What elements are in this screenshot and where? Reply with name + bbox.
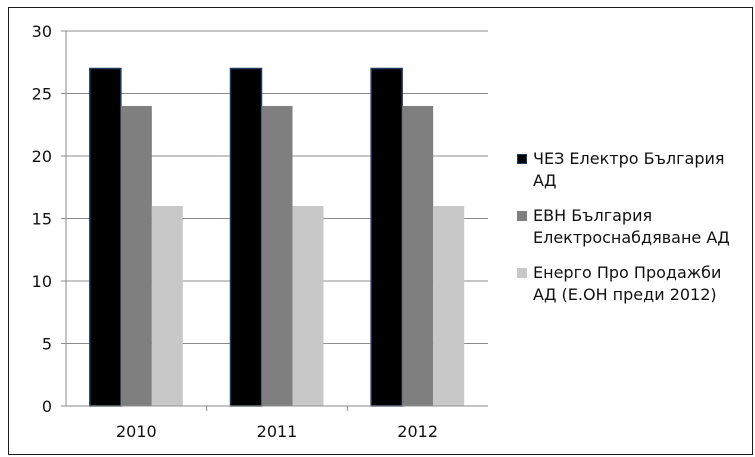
tick-labels: 0 5 10 15 20 25 30 2010 2011 2012 <box>32 22 438 441</box>
legend-item-energo-pro: Енерго Про Продажби АД (Е.ОН преди 2012) <box>517 262 747 306</box>
legend-item-cez: ЧЕЗ Електро България АД <box>517 148 747 192</box>
x-tick-label: 2011 <box>257 422 298 441</box>
bar-cez-2012 <box>370 67 403 407</box>
y-tick-label: 20 <box>32 147 52 166</box>
legend-label: ЕВН България Електроснабдяване АД <box>533 205 730 249</box>
legend-label: ЧЕЗ Електро България АД <box>533 148 725 192</box>
y-tick-label: 5 <box>42 335 52 354</box>
legend-label-line: АД (Е.ОН преди 2012) <box>533 285 717 304</box>
legend: ЧЕЗ Електро България АД ЕВН България Еле… <box>517 148 747 319</box>
legend-swatch <box>517 211 527 221</box>
bar-cez-2011 <box>229 67 263 407</box>
y-tick-label: 25 <box>32 85 52 104</box>
x-tick-label: 2010 <box>116 422 157 441</box>
y-tick-label: 0 <box>42 397 52 416</box>
bars <box>89 67 465 407</box>
bar-evn-2010 <box>120 106 152 406</box>
axes <box>61 30 488 411</box>
y-tick-label: 10 <box>32 272 52 291</box>
bar-energo-pro-2011 <box>292 206 324 406</box>
legend-swatch <box>517 268 527 278</box>
bar-evn-2012 <box>402 106 434 406</box>
legend-item-evn: ЕВН България Електроснабдяване АД <box>517 205 747 249</box>
y-tick-label: 30 <box>32 22 52 41</box>
bar-cez-2010 <box>89 67 122 407</box>
legend-label-line: ЧЕЗ Електро България <box>533 149 725 168</box>
bar-evn-2011 <box>261 106 293 406</box>
legend-label-line: Електроснабдяване АД <box>533 228 730 247</box>
y-tick-label: 15 <box>32 210 52 229</box>
bar-energo-pro-2012 <box>433 206 465 406</box>
legend-swatch <box>517 154 527 164</box>
bar-energo-pro-2010 <box>151 206 183 406</box>
x-tick-label: 2012 <box>397 422 438 441</box>
legend-label-line: Енерго Про Продажби <box>533 263 722 282</box>
legend-label: Енерго Про Продажби АД (Е.ОН преди 2012) <box>533 262 721 306</box>
legend-label-line: ЕВН България <box>533 206 653 225</box>
legend-label-line: АД <box>533 171 557 190</box>
